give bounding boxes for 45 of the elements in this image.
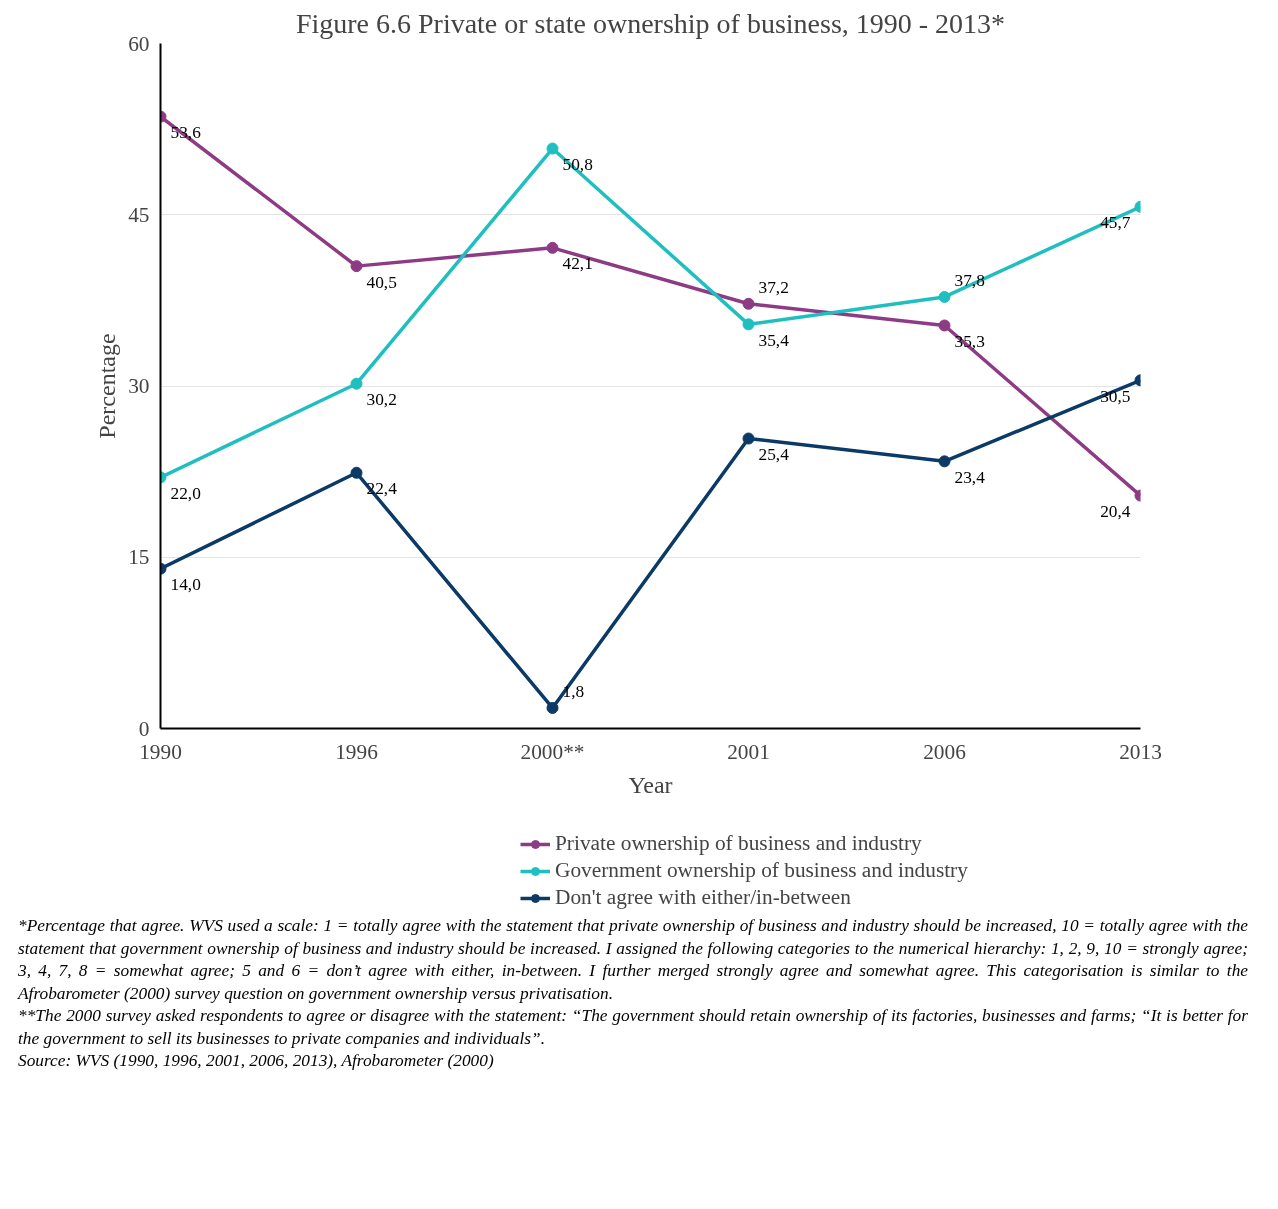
data-label: 23,4 [954, 467, 986, 487]
data-label: 22,0 [170, 483, 201, 503]
data-label: 14,0 [170, 575, 201, 595]
x-tick-label: 2000** [520, 739, 585, 764]
point [546, 241, 559, 254]
y-axis-title: Percentage [94, 333, 121, 439]
chart-title: Figure 6.6 Private or state ownership of business, 1990 - 2013* [295, 7, 1006, 39]
legend-label: Don't agree with either/in-between [555, 885, 851, 910]
data-label: 45,7 [1100, 213, 1131, 233]
point [938, 290, 951, 303]
point [546, 142, 559, 155]
legend-label: Private ownership of business and industry [555, 831, 922, 856]
data-label: 42,1 [562, 254, 593, 274]
data-label: 30,2 [366, 390, 397, 410]
source-note: Source: WVS (1990, 1996, 2001, 2006, 2013), Afrobarometer (2000) [18, 1050, 495, 1073]
point [546, 701, 559, 714]
x-tick-label: 2006 [923, 739, 967, 764]
point [742, 318, 755, 331]
x-tick-label: 2001 [727, 739, 770, 764]
data-label: 20,4 [1100, 502, 1131, 522]
data-label: 37,2 [758, 278, 789, 298]
y-tick-label: 15 [128, 545, 150, 570]
y-tick-label: 0 [138, 716, 150, 741]
x-tick-label: 1990 [139, 739, 182, 764]
point [350, 377, 363, 390]
point [350, 466, 363, 479]
x-axis-title: Year [628, 771, 673, 798]
point [742, 297, 755, 310]
data-label: 1,8 [562, 682, 585, 702]
y-tick-label: 45 [128, 202, 150, 227]
data-label: 40,5 [366, 272, 397, 292]
data-label: 35,4 [758, 330, 790, 350]
x-tick-label: 2013 [1119, 739, 1162, 764]
data-label: 30,5 [1100, 386, 1131, 406]
text: **The 2000 survey asked respondents to agree or disagree with the statement: “The government should retain ownership of its factories, businesses and farms; “It is better for the government to sell its businesses to private companies and individuals”. [18, 1005, 1248, 1050]
y-tick-label: 60 [128, 31, 150, 56]
x-tick-label: 1996 [335, 739, 379, 764]
point [350, 260, 363, 273]
y-tick-label: 30 [128, 374, 150, 398]
text: *Percentage that agree. WVS used a scale: 1 = totally agree with the statement that private ownership of business and industry should be increased, 10 = totally agree with the statement that government ownership of business and industry should be increased. I assigned the following categories to the numerical hierarchy: 1, 2, 9, 10 = strongly agree; 3, 4, 7, 8 = somewhat agree; 5 and 6 = don’t agree with either, in-between. I further merged strongly agree and somewhat agree. This categorisation is similar to the Afrobarometer (2000) survey question on government ownership versus privatisation. [18, 915, 1248, 1005]
point [938, 455, 951, 468]
data-label: 25,4 [758, 445, 790, 465]
legend-label: Government ownership of business and industry [555, 858, 968, 883]
point [938, 319, 951, 332]
point [742, 432, 755, 445]
